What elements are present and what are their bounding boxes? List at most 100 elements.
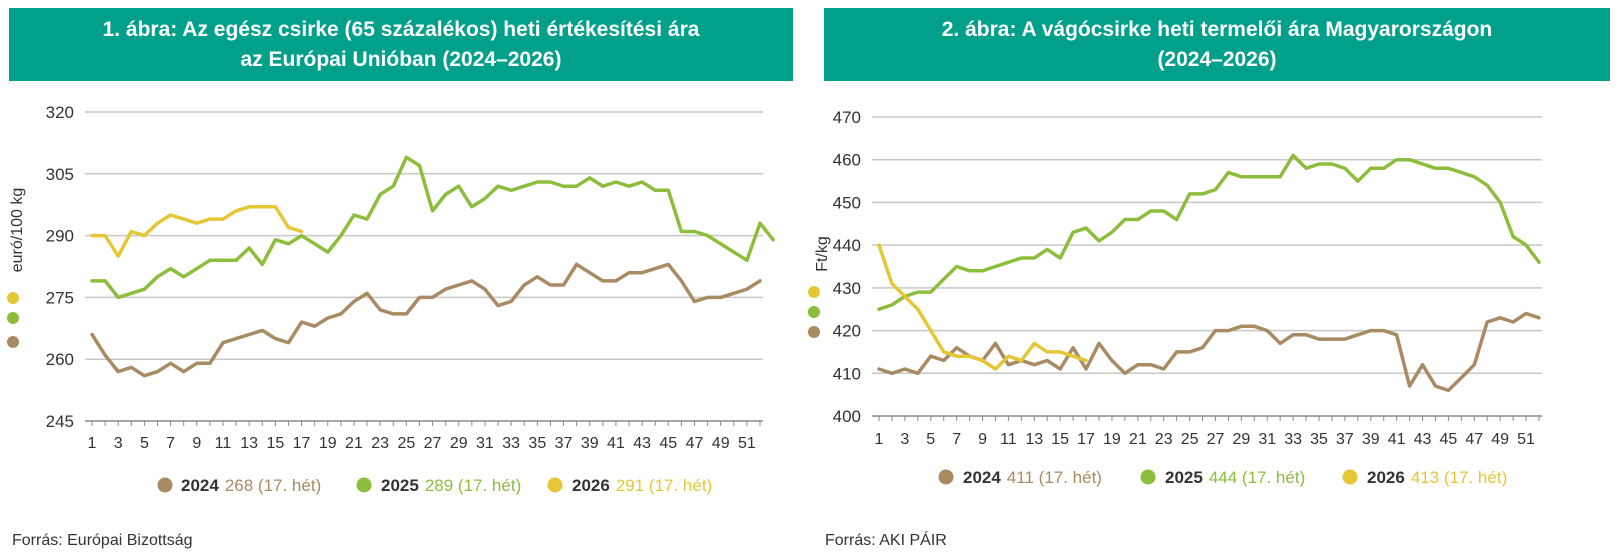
x-tick-label: 49 bbox=[1491, 431, 1509, 448]
y-tick-label: 305 bbox=[46, 165, 74, 184]
x-tick-label: 45 bbox=[659, 435, 677, 452]
x-tick-label: 11 bbox=[215, 435, 232, 452]
x-tick-label: 49 bbox=[712, 435, 730, 452]
legend-value-label: 411 (17. hét) bbox=[1007, 468, 1102, 487]
y-tick-label: 260 bbox=[46, 350, 74, 369]
y-tick-label: 290 bbox=[46, 227, 74, 246]
legend-marker bbox=[1342, 469, 1358, 485]
chart-title: 1. ábra: Az egész csirke (65 százalékos)… bbox=[9, 8, 793, 81]
series-line-2026 bbox=[877, 243, 1088, 371]
x-tick-label: 41 bbox=[607, 435, 625, 452]
series-line-2026 bbox=[90, 205, 304, 258]
x-tick-label: 5 bbox=[140, 435, 149, 452]
chart-title-line2: (2024–2026) bbox=[1157, 47, 1277, 71]
x-tick-label: 37 bbox=[555, 435, 573, 452]
series-line-2025 bbox=[90, 155, 775, 300]
x-tick-label: 33 bbox=[1284, 431, 1302, 448]
chart-panel-1: 1. ábra: Az egész csirke (65 százalékos)… bbox=[0, 0, 800, 559]
series-marker-dot bbox=[808, 306, 820, 318]
chart-title: 2. ábra: A vágócsirke heti termelői ára … bbox=[824, 8, 1610, 81]
x-tick-label: 39 bbox=[1362, 431, 1380, 448]
legend-marker bbox=[157, 477, 173, 493]
y-tick-label: 320 bbox=[46, 103, 74, 122]
series-marker-dot bbox=[7, 336, 19, 348]
x-tick-label: 25 bbox=[397, 435, 415, 452]
x-tick-label: 31 bbox=[476, 435, 494, 452]
source-note: Forrás: Európai Bizottság bbox=[12, 532, 193, 549]
legend-value-label: 291 (17. hét) bbox=[616, 476, 712, 495]
x-tick-label: 5 bbox=[926, 431, 935, 448]
x-tick-label: 45 bbox=[1440, 431, 1458, 448]
x-tick-label: 7 bbox=[952, 431, 961, 448]
series-marker-dot bbox=[808, 286, 820, 298]
x-tick-label: 27 bbox=[1207, 431, 1225, 448]
x-tick-label: 21 bbox=[345, 435, 363, 452]
series-line-2025 bbox=[877, 153, 1541, 311]
x-tick-label: 9 bbox=[192, 435, 201, 452]
x-tick-label: 19 bbox=[1103, 431, 1121, 448]
y-tick-label: 470 bbox=[833, 108, 861, 127]
legend-marker bbox=[547, 477, 563, 493]
x-tick-label: 39 bbox=[581, 435, 599, 452]
x-tick-label: 17 bbox=[1077, 431, 1095, 448]
x-tick-label: 1 bbox=[875, 431, 884, 448]
y-tick-label: 440 bbox=[833, 236, 861, 255]
y-axis-label: euró/100 kg bbox=[9, 188, 26, 273]
chart-title-line1: 1. ábra: Az egész csirke (65 százalékos)… bbox=[102, 17, 700, 41]
y-tick-label: 460 bbox=[833, 151, 861, 170]
series-line-2024 bbox=[90, 262, 762, 378]
x-tick-label: 43 bbox=[633, 435, 651, 452]
x-tick-label: 11 bbox=[1000, 431, 1017, 448]
legend-year-label: 2025 bbox=[1165, 468, 1203, 487]
x-tick-label: 23 bbox=[371, 435, 389, 452]
series-marker-dots bbox=[808, 286, 820, 338]
legend-value-label: 289 (17. hét) bbox=[425, 476, 521, 495]
x-tick-label: 51 bbox=[738, 435, 756, 452]
y-tick-label: 430 bbox=[833, 279, 861, 298]
legend-value-label: 268 (17. hét) bbox=[225, 476, 321, 495]
x-tick-label: 47 bbox=[1465, 431, 1483, 448]
chart-panel-2: 2. ábra: A vágócsirke heti termelői ára … bbox=[808, 0, 1623, 559]
legend-marker bbox=[356, 477, 372, 493]
legend-marker bbox=[938, 469, 954, 485]
x-tick-label: 25 bbox=[1181, 431, 1199, 448]
x-tick-label: 19 bbox=[319, 435, 337, 452]
x-tick-label: 41 bbox=[1388, 431, 1406, 448]
x-tick-label: 35 bbox=[1310, 431, 1328, 448]
x-tick-label: 13 bbox=[240, 435, 258, 452]
series-marker-dot bbox=[808, 326, 820, 338]
x-tick-label: 47 bbox=[686, 435, 704, 452]
legend-value-label: 444 (17. hét) bbox=[1209, 468, 1305, 487]
x-tick-label: 35 bbox=[528, 435, 546, 452]
x-tick-label: 37 bbox=[1336, 431, 1354, 448]
legend-value-label: 413 (17. hét) bbox=[1411, 468, 1507, 487]
x-tick-label: 7 bbox=[166, 435, 175, 452]
x-tick-label: 23 bbox=[1155, 431, 1173, 448]
y-tick-label: 400 bbox=[833, 407, 861, 426]
x-tick-label: 27 bbox=[424, 435, 442, 452]
x-tick-label: 17 bbox=[293, 435, 311, 452]
y-tick-label: 410 bbox=[833, 364, 861, 383]
y-tick-label: 450 bbox=[833, 193, 861, 212]
x-tick-label: 13 bbox=[1025, 431, 1043, 448]
x-tick-label: 15 bbox=[266, 435, 284, 452]
y-axis-label: Ft/kg bbox=[815, 236, 831, 272]
x-tick-label: 43 bbox=[1414, 431, 1432, 448]
x-tick-label: 3 bbox=[900, 431, 909, 448]
chart-title-line1: 2. ábra: A vágócsirke heti termelői ára … bbox=[941, 17, 1493, 41]
x-tick-label: 9 bbox=[978, 431, 987, 448]
y-tick-label: 245 bbox=[46, 412, 74, 431]
x-tick-label: 21 bbox=[1129, 431, 1147, 448]
x-tick-label: 29 bbox=[450, 435, 468, 452]
legend-year-label: 2026 bbox=[572, 476, 610, 495]
x-tick-label: 51 bbox=[1517, 431, 1535, 448]
y-tick-label: 275 bbox=[46, 288, 74, 307]
legend-marker bbox=[1140, 469, 1156, 485]
series-marker-dot bbox=[7, 312, 19, 324]
y-tick-label: 420 bbox=[833, 322, 861, 341]
source-note: Forrás: AKI PÁIR bbox=[825, 532, 947, 549]
legend-year-label: 2024 bbox=[963, 468, 1001, 487]
series-marker-dot bbox=[7, 292, 19, 304]
chart-title-line2: az Európai Unióban (2024–2026) bbox=[240, 47, 562, 71]
